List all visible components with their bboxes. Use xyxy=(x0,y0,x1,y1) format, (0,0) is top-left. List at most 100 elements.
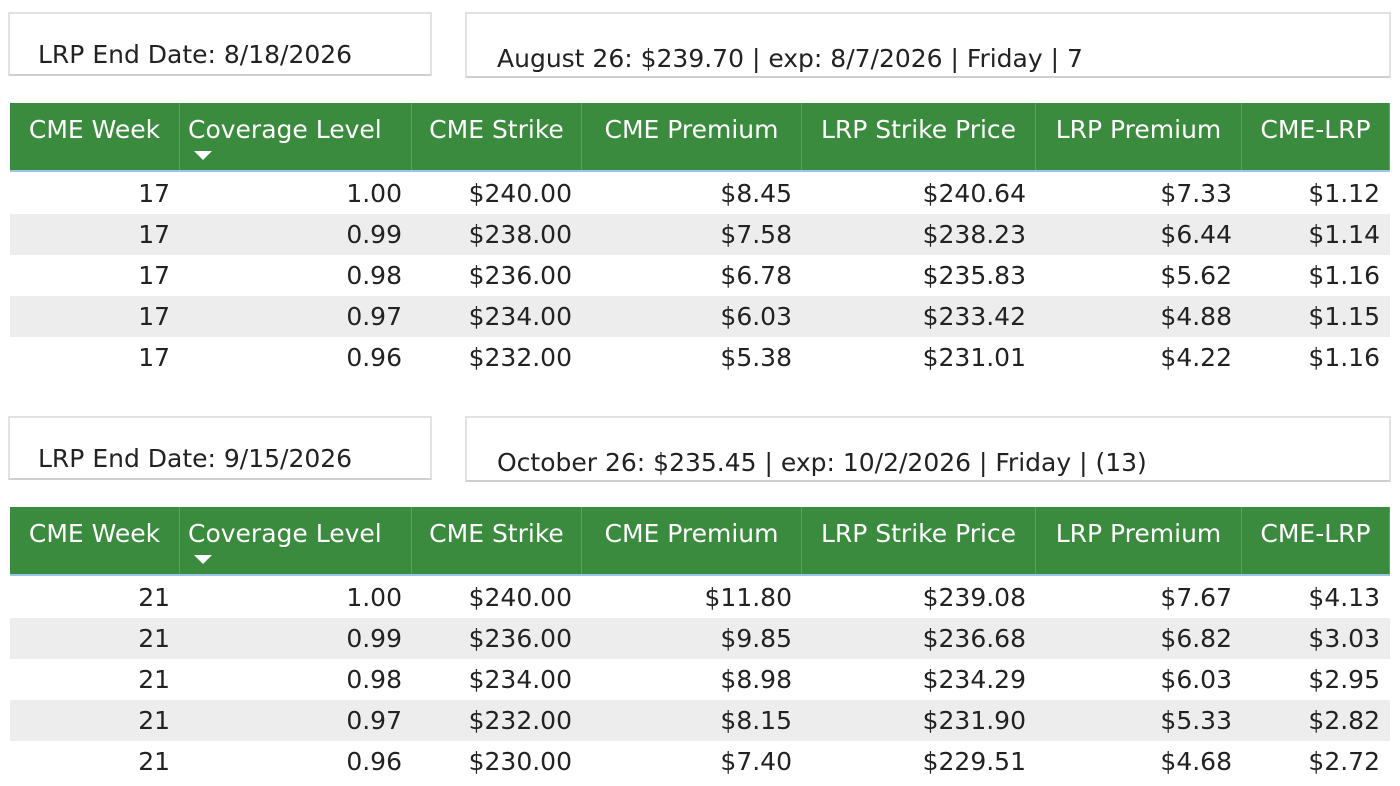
column-header[interactable]: CME-LRP xyxy=(1242,507,1390,574)
table-cell: $2.82 xyxy=(1308,706,1380,735)
table-cell: 17 xyxy=(138,343,170,372)
table-row xyxy=(10,577,1390,618)
table-row xyxy=(10,296,1390,337)
table-cell: $1.16 xyxy=(1308,261,1380,290)
table-cell: $7.67 xyxy=(1160,583,1232,612)
table-cell: 17 xyxy=(138,179,170,208)
table-cell: $234.00 xyxy=(468,665,572,694)
table-cell: 1.00 xyxy=(346,583,402,612)
table-cell: $231.01 xyxy=(922,343,1026,372)
table-row xyxy=(10,173,1390,214)
table-cell: $240.00 xyxy=(468,583,572,612)
table-cell: $8.45 xyxy=(720,179,792,208)
table-cell: $3.03 xyxy=(1308,624,1380,653)
table-cell: $5.62 xyxy=(1160,261,1232,290)
table-cell: $232.00 xyxy=(468,706,572,735)
table-cell: $2.95 xyxy=(1308,665,1380,694)
column-header[interactable]: LRP Strike Price xyxy=(802,507,1036,574)
table-cell: 0.97 xyxy=(346,302,402,331)
table-row xyxy=(10,618,1390,659)
table-cell: 0.97 xyxy=(346,706,402,735)
table-cell: $6.03 xyxy=(1160,665,1232,694)
column-header[interactable]: CME Week xyxy=(10,507,180,574)
column-header[interactable]: CME Premium xyxy=(582,507,802,574)
table-cell: 1.00 xyxy=(346,179,402,208)
table-cell: $233.42 xyxy=(922,302,1026,331)
table-row xyxy=(10,214,1390,255)
sort-arrow xyxy=(194,151,212,160)
table-cell: $1.16 xyxy=(1308,343,1380,372)
table-cell: $234.00 xyxy=(468,302,572,331)
table-cell: $240.64 xyxy=(922,179,1026,208)
table-cell: $5.33 xyxy=(1160,706,1232,735)
column-header[interactable]: LRP Premium xyxy=(1036,507,1242,574)
table-cell: $8.98 xyxy=(720,665,792,694)
table-cell: $6.03 xyxy=(720,302,792,331)
table-cell: $6.82 xyxy=(1160,624,1232,653)
table-cell: $236.00 xyxy=(468,261,572,290)
table-cell: 0.96 xyxy=(346,343,402,372)
header-underline xyxy=(10,574,1390,576)
table-cell: $1.14 xyxy=(1308,220,1380,249)
table-cell: $236.00 xyxy=(468,624,572,653)
table-cell: $230.00 xyxy=(468,747,572,776)
table-cell: $236.68 xyxy=(922,624,1026,653)
column-header[interactable]: CME Premium xyxy=(582,103,802,170)
table-cell: 21 xyxy=(138,747,170,776)
table-cell: $2.72 xyxy=(1308,747,1380,776)
header-underline xyxy=(10,170,1390,172)
table-cell: $7.58 xyxy=(720,220,792,249)
table-cell: $1.12 xyxy=(1308,179,1380,208)
table-cell: 21 xyxy=(138,665,170,694)
table-cell: 17 xyxy=(138,261,170,290)
column-header[interactable]: CME Week xyxy=(10,103,180,170)
table-cell: 21 xyxy=(138,706,170,735)
column-header[interactable]: CME Strike xyxy=(412,103,582,170)
contract-box: August 26: $239.70 | exp: 8/7/2026 | Fri… xyxy=(465,12,1391,78)
table-cell: $7.33 xyxy=(1160,179,1232,208)
table-cell: $5.38 xyxy=(720,343,792,372)
table-cell: 0.98 xyxy=(346,261,402,290)
column-header[interactable]: LRP Premium xyxy=(1036,103,1242,170)
table-cell: $4.88 xyxy=(1160,302,1232,331)
table-cell: $239.08 xyxy=(922,583,1026,612)
table-cell: $235.83 xyxy=(922,261,1026,290)
column-header[interactable]: LRP Strike Price xyxy=(802,103,1036,170)
table-cell: $4.68 xyxy=(1160,747,1232,776)
table-cell: $240.00 xyxy=(468,179,572,208)
table-row xyxy=(10,741,1390,782)
table-cell: $11.80 xyxy=(704,583,792,612)
column-header[interactable]: CME-LRP xyxy=(1242,103,1390,170)
table-cell: $9.85 xyxy=(720,624,792,653)
contract-box: October 26: $235.45 | exp: 10/2/2026 | F… xyxy=(465,416,1391,482)
table-cell: $231.90 xyxy=(922,706,1026,735)
table-cell: $238.00 xyxy=(468,220,572,249)
table-cell: $6.44 xyxy=(1160,220,1232,249)
table-cell: 21 xyxy=(138,624,170,653)
table-row xyxy=(10,659,1390,700)
end-date-box: LRP End Date: 9/15/2026 xyxy=(8,416,432,480)
table-cell: 17 xyxy=(138,302,170,331)
table-cell: 21 xyxy=(138,583,170,612)
table-row xyxy=(10,255,1390,296)
column-header[interactable]: Coverage Level xyxy=(180,507,412,574)
table-cell: $234.29 xyxy=(922,665,1026,694)
table-cell: 0.99 xyxy=(346,220,402,249)
table-cell: $238.23 xyxy=(922,220,1026,249)
column-header[interactable]: Coverage Level xyxy=(180,103,412,170)
table-cell: $4.22 xyxy=(1160,343,1232,372)
table-cell: 0.98 xyxy=(346,665,402,694)
column-header[interactable]: CME Strike xyxy=(412,507,582,574)
sort-arrow xyxy=(194,555,212,564)
table-cell: $8.15 xyxy=(720,706,792,735)
table-cell: $4.13 xyxy=(1308,583,1380,612)
table-cell: $232.00 xyxy=(468,343,572,372)
end-date-box: LRP End Date: 8/18/2026 xyxy=(8,12,432,76)
table-cell: $7.40 xyxy=(720,747,792,776)
table-cell: 0.96 xyxy=(346,747,402,776)
table-cell: $229.51 xyxy=(922,747,1026,776)
table-row xyxy=(10,337,1390,378)
table-cell: 17 xyxy=(138,220,170,249)
table-row xyxy=(10,700,1390,741)
